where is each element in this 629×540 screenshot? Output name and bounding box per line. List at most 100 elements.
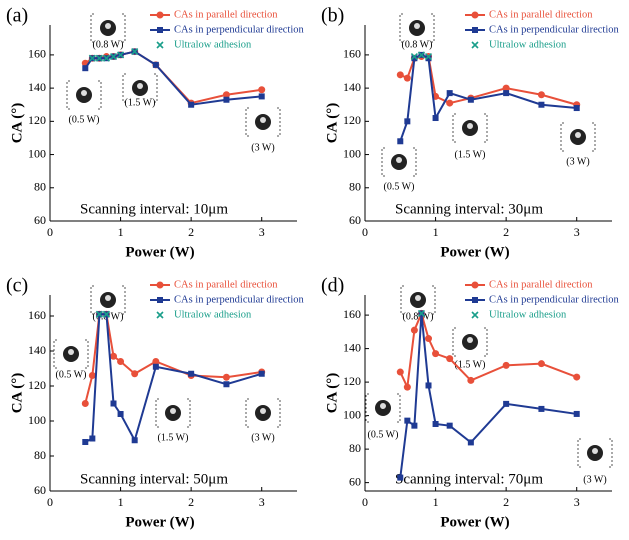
droplet-highlight [592,448,598,454]
droplet-inset: (0.8 W) [90,13,126,50]
point [102,54,111,62]
legend-marker [471,281,479,289]
legend-label: Ultralow adhesion [174,39,252,50]
point [573,373,581,381]
droplet-label: (0.5 W) [69,114,100,125]
droplet-inset: (1.5 W) [122,73,158,108]
point [446,355,454,363]
point [397,474,404,481]
inset-bracket [122,73,158,103]
y-tick-label: 100 [343,146,361,160]
droplet-highlight [575,132,581,138]
droplet-inset: (0.8 W) [400,285,436,322]
y-tick-label: 80 [349,180,361,194]
point [131,437,138,444]
y-tick-label: 80 [34,448,46,462]
point [503,90,510,97]
point [417,309,426,317]
inset-bracket [452,327,488,357]
panel: 60 80 100 120 140 160 0 1 2 3 Power (W) CA (°) (d) Sc… [321,275,620,531]
y-tick-label: 140 [28,343,46,357]
point [425,55,432,62]
droplet-inset: (3 W) [560,122,596,167]
x-tick-label: 3 [574,495,580,509]
x-tick-label: 2 [188,225,194,239]
inset-bracket [90,13,126,43]
panel-label: (d) [321,275,344,297]
inset-bracket [560,122,596,152]
point [258,93,265,100]
droplet-highlight [170,408,176,414]
series-line [84,313,262,443]
x-axis-label: Power (W) [125,514,194,530]
droplet-label: (1.5 W) [125,97,156,108]
inset-bracket [381,147,417,177]
droplet-highlight [260,408,266,414]
y-tick-label: 140 [28,80,46,94]
legend-label: CAs in perpendicular direction [174,24,305,35]
point [446,90,453,97]
x-tick-label: 0 [362,225,368,239]
x-tick-label: 0 [47,225,53,239]
point [88,372,96,379]
inset-bracket [53,339,89,369]
legend-marker [471,311,479,319]
point [152,358,160,365]
point [446,99,454,107]
x-tick-label: 2 [503,495,509,509]
point [110,352,118,360]
point [467,439,474,446]
droplet-label: (0.5 W) [56,369,87,380]
x-tick-label: 1 [118,225,124,239]
inset-bracket [155,398,191,428]
panel: 60 80 100 120 140 160 0 1 2 3 Power (W) CA (°) (b) Sc… [321,5,620,261]
droplet-label: (3 W) [566,156,589,167]
point [538,101,545,108]
point [88,54,96,62]
legend-label: CAs in parallel direction [174,9,278,20]
inset-bracket [66,80,102,110]
droplet-inset: (0.5 W) [53,339,89,380]
droplet-highlight [396,157,402,163]
droplet-inset: (1.5 W) [155,398,191,443]
panel-label: (a) [6,5,28,27]
droplet-highlight [415,295,421,301]
y-axis-label: CA (°) [324,373,340,414]
point [537,91,545,99]
point [82,439,89,445]
inset-bracket [245,398,281,428]
point [432,115,439,122]
point [95,310,103,318]
y-tick-label: 160 [343,307,361,321]
droplet-highlight [380,403,386,409]
droplet-inset: (1.5 W) [452,327,488,370]
annotation: Scanning interval: 30μm [395,201,543,217]
point [188,370,195,377]
x-tick-label: 2 [503,225,509,239]
point [397,138,404,145]
y-tick-label: 60 [349,474,361,488]
panel: 60 80 100 120 140 160 0 1 2 3 Power (W) CA (°) (c) Sc… [6,275,305,531]
x-tick-label: 3 [259,225,265,239]
y-tick-label: 120 [28,113,46,127]
point [152,363,159,370]
y-tick-label: 60 [34,213,46,227]
droplet-label: (0.5 W) [384,181,415,192]
legend-label: Ultralow adhesion [489,39,567,50]
droplet-inset: (3 W) [577,438,613,485]
droplet-label: (1.5 W) [455,359,486,370]
y-tick-label: 60 [34,483,46,497]
inset-bracket [452,113,488,143]
droplet-label: (3 W) [583,474,606,485]
point [109,52,118,61]
x-axis-label: Power (W) [440,244,509,260]
y-tick-label: 100 [343,407,361,421]
point [432,350,440,358]
point [223,381,230,388]
y-tick-label: 140 [343,340,361,354]
droplet-inset: (0.5 W) [66,80,102,125]
point [446,422,453,429]
annotation: Scanning interval: 10μm [80,201,228,217]
legend-label: Ultralow adhesion [174,309,252,320]
